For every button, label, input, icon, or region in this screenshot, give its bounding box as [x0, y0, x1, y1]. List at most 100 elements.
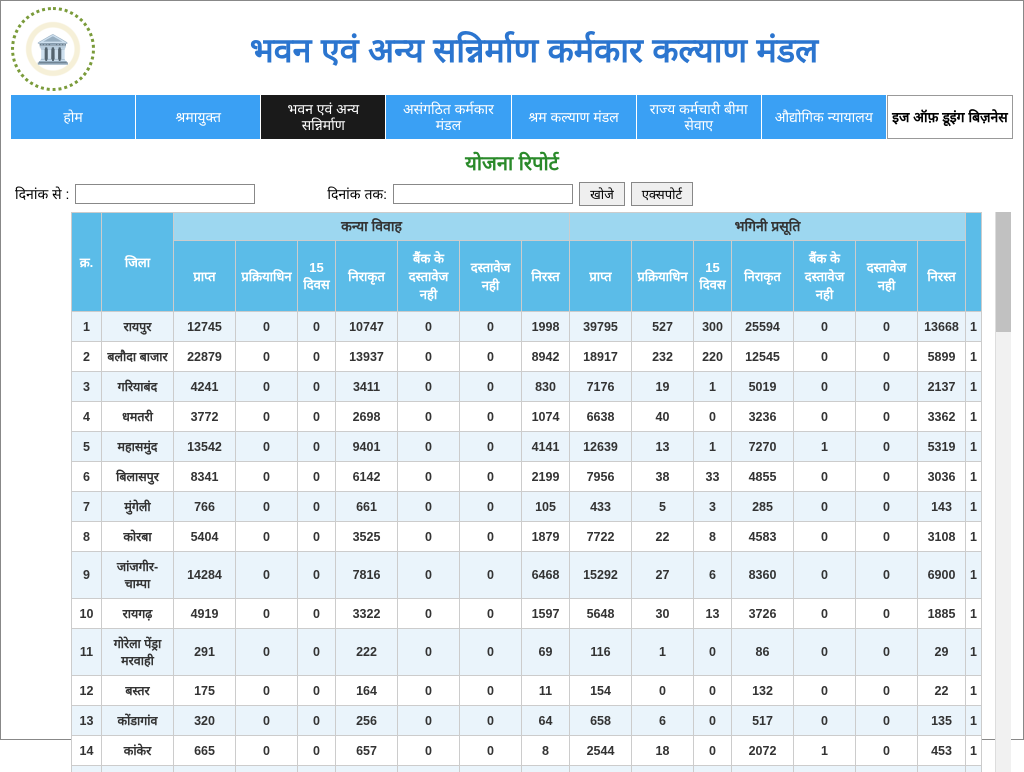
- cell-sn: 1: [72, 312, 102, 342]
- cell-overflow: 1: [966, 522, 982, 552]
- cell-value: 0: [236, 706, 298, 736]
- cell-value: 0: [398, 599, 460, 629]
- table-row: 14कांकेर6650065700825441802072104531: [72, 736, 982, 766]
- nav-item-5[interactable]: राज्य कर्मचारी बीमा सेवाए: [637, 95, 762, 139]
- cell-value: 221: [336, 766, 398, 772]
- date-to-input[interactable]: [393, 184, 573, 204]
- cell-value: 13: [632, 432, 694, 462]
- cell-value: 6900: [918, 552, 966, 599]
- cell-value: 0: [694, 706, 732, 736]
- cell-value: 0: [460, 312, 522, 342]
- th-g2-2: 15 दिवस: [694, 241, 732, 312]
- cell-value: 7270: [732, 432, 794, 462]
- cell-overflow: 1: [966, 492, 982, 522]
- cell-overflow: 1: [966, 342, 982, 372]
- table-row: 12बस्तर1750016400111540013200221: [72, 676, 982, 706]
- cell-value: 0: [298, 766, 336, 772]
- th-group-2: भगिनी प्रसूति: [570, 213, 966, 241]
- cell-value: 658: [570, 706, 632, 736]
- cell-value: 9: [694, 766, 732, 772]
- cell-overflow: 1: [966, 629, 982, 676]
- cell-value: 4855: [732, 462, 794, 492]
- nav-item-2[interactable]: भवन एवं अन्य सन्निर्माण: [261, 95, 386, 139]
- cell-value: 5404: [174, 522, 236, 552]
- cell-value: 2199: [522, 462, 570, 492]
- cell-value: 1879: [522, 522, 570, 552]
- cell-sn: 15: [72, 766, 102, 772]
- cell-value: 0: [694, 736, 732, 766]
- cell-value: 0: [298, 342, 336, 372]
- cell-value: 0: [460, 492, 522, 522]
- cell-district: जांजगीर-चाम्पा: [102, 552, 174, 599]
- nav-item-3[interactable]: असंगठित कर्मकार मंडल: [386, 95, 511, 139]
- table-row: 1रायपुर127450010747001998397955273002559…: [72, 312, 982, 342]
- th-g2-0: प्राप्त: [570, 241, 632, 312]
- cell-value: 0: [794, 312, 856, 342]
- cell-value: 0: [856, 402, 918, 432]
- cell-value: 0: [398, 312, 460, 342]
- cell-value: 12639: [570, 432, 632, 462]
- cell-value: 0: [398, 432, 460, 462]
- date-from-input[interactable]: [75, 184, 255, 204]
- vertical-scrollbar[interactable]: [995, 212, 1011, 772]
- cell-value: 3525: [336, 522, 398, 552]
- nav-item-7[interactable]: इज ऑफ़ डूइंग बिज़नेस: [887, 95, 1013, 139]
- th-g2-4: बैंक के दस्तावेज नही: [794, 241, 856, 312]
- cell-value: 0: [298, 736, 336, 766]
- cell-value: 0: [298, 599, 336, 629]
- table-row: 3गरियाबंद4241003411008307176191501900213…: [72, 372, 982, 402]
- cell-value: 0: [236, 342, 298, 372]
- cell-value: 0: [298, 629, 336, 676]
- cell-value: 0: [794, 629, 856, 676]
- cell-overflow: 1: [966, 599, 982, 629]
- cell-value: 665: [174, 736, 236, 766]
- cell-value: 0: [694, 629, 732, 676]
- cell-value: 1: [694, 432, 732, 462]
- cell-value: 8: [522, 766, 570, 772]
- cell-value: 3772: [174, 402, 236, 432]
- cell-value: 0: [694, 402, 732, 432]
- cell-value: 135: [918, 706, 966, 736]
- cell-value: 0: [632, 676, 694, 706]
- page-title: भवन एवं अन्य सन्निर्माण कर्मकार कल्याण म…: [95, 26, 1013, 72]
- cell-value: 3: [794, 766, 856, 772]
- cell-value: 0: [460, 766, 522, 772]
- cell-value: 2072: [732, 736, 794, 766]
- cell-sn: 5: [72, 432, 102, 462]
- cell-value: 0: [298, 706, 336, 736]
- nav-item-6[interactable]: औद्योगिक न्यायालय: [762, 95, 887, 139]
- cell-value: 0: [460, 552, 522, 599]
- table-row: 15दन्तेवाड़ा229002210081695119162730531: [72, 766, 982, 772]
- search-button[interactable]: खोजे: [579, 182, 625, 206]
- cell-value: 12545: [732, 342, 794, 372]
- cell-value: 4583: [732, 522, 794, 552]
- cell-value: 0: [398, 522, 460, 552]
- cell-district: बलौदा बाजार: [102, 342, 174, 372]
- th-g1-5: दस्तावेज नही: [460, 241, 522, 312]
- cell-value: 0: [460, 342, 522, 372]
- nav-item-1[interactable]: श्रमायुक्त: [136, 95, 261, 139]
- nav-item-0[interactable]: होम: [11, 95, 136, 139]
- scrollbar-thumb[interactable]: [996, 212, 1011, 332]
- cell-value: 229: [174, 766, 236, 772]
- th-g1-1: प्रक्रियाधिन: [236, 241, 298, 312]
- filter-bar: दिनांक से : दिनांक तक: खोजे एक्सपोर्ट: [11, 182, 1013, 206]
- cell-value: 0: [856, 552, 918, 599]
- nav-item-4[interactable]: श्रम कल्याण मंडल: [512, 95, 637, 139]
- cell-value: 0: [398, 492, 460, 522]
- cell-district: दन्तेवाड़ा: [102, 766, 174, 772]
- cell-overflow: 1: [966, 676, 982, 706]
- export-button[interactable]: एक्सपोर्ट: [631, 182, 693, 206]
- cell-value: 766: [174, 492, 236, 522]
- date-from-label: दिनांक से :: [15, 185, 69, 204]
- table-row: 10रायगढ़49190033220015975648301337260018…: [72, 599, 982, 629]
- cell-value: 2137: [918, 372, 966, 402]
- cell-value: 0: [856, 736, 918, 766]
- cell-overflow: 1: [966, 706, 982, 736]
- emblem-icon: 🏛️: [36, 33, 71, 66]
- cell-value: 14284: [174, 552, 236, 599]
- cell-value: 30: [632, 599, 694, 629]
- cell-value: 18917: [570, 342, 632, 372]
- report-table: क्र.जिलाकन्या विवाहभगिनी प्रसूतिप्राप्तप…: [71, 212, 982, 772]
- cell-value: 0: [856, 372, 918, 402]
